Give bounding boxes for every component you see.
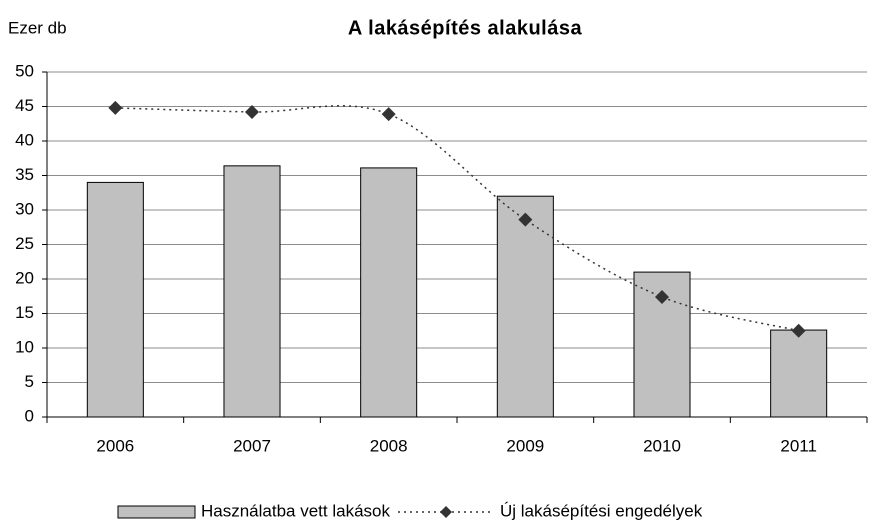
bar — [496, 195, 554, 418]
legend-label: Új lakásépítési engedélyek — [500, 501, 703, 520]
legend-marker — [440, 506, 452, 518]
x-tick-label: 2010 — [643, 436, 681, 455]
x-tick-label: 2007 — [233, 436, 271, 455]
marker — [518, 212, 533, 227]
marker — [381, 107, 396, 122]
bar — [223, 165, 281, 418]
y-axis-label: Ezer db — [8, 18, 67, 37]
y-tick-label: 50 — [15, 61, 34, 80]
y-tick-label: 5 — [25, 372, 34, 391]
y-tick-label: 30 — [15, 199, 34, 218]
legend-label: Használatba vett lakások — [201, 501, 390, 520]
y-tick-label: 15 — [15, 303, 34, 322]
marker — [655, 289, 669, 304]
y-tick-label: 20 — [15, 268, 34, 287]
x-tick-label: 2006 — [96, 436, 134, 455]
marker — [245, 105, 259, 120]
x-tick-label: 2011 — [780, 436, 817, 455]
y-tick-label: 40 — [15, 130, 34, 149]
bar — [360, 167, 418, 418]
chart-title: A lakásépítés alakulása — [348, 17, 583, 39]
y-tick-label: 25 — [15, 234, 34, 253]
legend-swatch — [117, 505, 196, 519]
x-tick-label: 2008 — [370, 436, 408, 455]
marker — [791, 323, 806, 338]
y-tick-label: 0 — [25, 406, 34, 425]
y-tick-label: 35 — [15, 165, 34, 184]
bar — [86, 181, 144, 418]
bar — [770, 329, 828, 418]
marker — [108, 100, 123, 115]
y-tick-label: 10 — [15, 337, 34, 356]
y-tick-label: 45 — [15, 96, 34, 115]
x-tick-label: 2009 — [506, 436, 544, 455]
line — [115, 105, 799, 332]
